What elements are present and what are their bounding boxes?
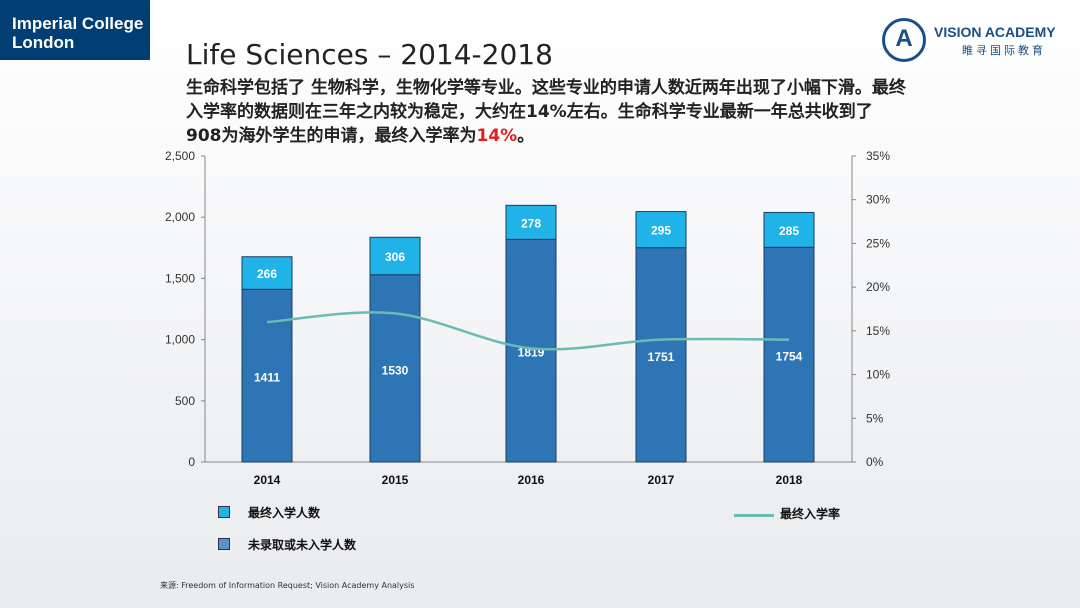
data-label-not-admitted: 1530 <box>382 363 409 377</box>
data-label-admitted: 306 <box>385 250 405 264</box>
legend-label-admitted: 最终入学人数 <box>248 506 321 520</box>
y2-tick-label: 20% <box>866 280 890 294</box>
bar-admitted <box>635 211 687 249</box>
x-tick-label: 2017 <box>648 473 675 487</box>
bar-not-admitted <box>635 247 687 463</box>
logo-line1: Imperial College <box>12 14 144 33</box>
imperial-logo: Imperial College London <box>0 0 150 60</box>
data-label-admitted: 295 <box>651 224 671 238</box>
legend-swatch-not-admitted <box>218 538 230 550</box>
bar-admitted <box>369 236 421 276</box>
subtitle-end: 。 <box>517 126 535 146</box>
subtitle-highlight: 14% <box>476 126 518 146</box>
legend-label-rate: 最终入学率 <box>780 507 841 521</box>
x-tick-label: 2014 <box>254 473 281 487</box>
x-tick-label: 2018 <box>776 473 803 487</box>
rate-line <box>266 311 790 351</box>
x-tick-label: 2016 <box>518 473 545 487</box>
bar-not-admitted <box>763 246 815 463</box>
page-subtitle: 生命科学包括了 生物科学，生物化学等专业。这些专业的申请人数近两年出现了小幅下滑… <box>186 76 906 148</box>
x-tick-label: 2015 <box>382 473 409 487</box>
bar-not-admitted <box>369 274 421 463</box>
data-label-admitted: 266 <box>257 267 277 281</box>
y2-tick-label: 5% <box>866 411 884 425</box>
y2-tick-label: 10% <box>866 368 890 382</box>
bar-not-admitted <box>505 238 557 463</box>
y-tick-label: 0 <box>188 455 195 469</box>
legend-label-not-admitted: 未录取或未入学人数 <box>248 538 357 552</box>
bar-admitted <box>241 256 293 290</box>
data-label-admitted: 278 <box>521 216 541 230</box>
y2-tick-label: 30% <box>866 193 890 207</box>
y2-tick-label: 15% <box>866 324 890 338</box>
y-tick-label: 1,000 <box>165 333 195 347</box>
legend-swatch-rate <box>734 514 774 517</box>
y-tick-label: 2,000 <box>165 210 195 224</box>
subtitle-main: 生命科学包括了 生物科学，生物化学等专业。这些专业的申请人数近两年出现了小幅下滑… <box>186 78 906 146</box>
brand-mark-icon: A <box>882 18 926 62</box>
brand-cn: 睢寻国际教育 <box>962 44 1046 57</box>
y2-tick-label: 35% <box>866 149 890 163</box>
y-tick-label: 2,500 <box>165 149 195 163</box>
data-label-not-admitted: 1751 <box>648 350 675 364</box>
y2-tick-label: 0% <box>866 455 884 469</box>
data-label-not-admitted: 1411 <box>254 371 280 385</box>
bar-admitted <box>505 204 557 240</box>
y-tick-label: 1,500 <box>165 271 195 285</box>
page-title: Life Sciences – 2014-2018 <box>186 38 553 71</box>
vision-academy-logo: A VISION ACADEMY 睢寻国际教育 <box>882 18 1072 64</box>
brand-name: VISION ACADEMY <box>934 24 1056 40</box>
bar-admitted <box>763 211 815 248</box>
y2-tick-label: 25% <box>866 236 890 250</box>
data-label-not-admitted: 1754 <box>776 350 803 364</box>
logo-line2: London <box>12 33 75 52</box>
source-note: 来源: Freedom of Information Request; Visi… <box>160 581 415 590</box>
data-label-admitted: 285 <box>779 224 799 238</box>
y-tick-label: 500 <box>175 394 195 408</box>
legend-swatch-admitted <box>218 506 230 518</box>
